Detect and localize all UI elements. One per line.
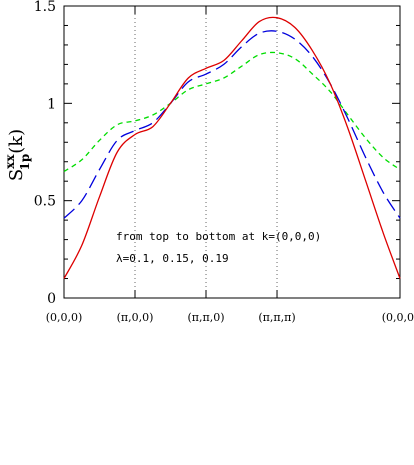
series-line-1 bbox=[63, 30, 401, 219]
series-line-0 bbox=[63, 51, 401, 173]
y-tick-label-2: 1 bbox=[47, 96, 56, 112]
ylabel-arg: (k) bbox=[6, 129, 27, 154]
x-tick-label-0: (0,0,0) bbox=[46, 311, 83, 324]
tick-labels: 0 0.5 1 1.5 (0,0,0) (π,0,0) (π,π,0) (π,π,π) (0,0… bbox=[34, 0, 414, 324]
annotation-line-2: λ=0.1, 0.15, 0.19 bbox=[116, 252, 229, 265]
annotations: from top to bottom at k=(0,0,0) λ=0.1, 0… bbox=[116, 230, 321, 265]
series-group bbox=[63, 16, 401, 279]
y-tick-label-0: 0 bbox=[47, 291, 56, 307]
ylabel-main: S bbox=[6, 169, 27, 181]
y-tick-label-3: 1.5 bbox=[34, 0, 56, 15]
ylabel-subscript: 1p bbox=[18, 154, 32, 171]
series-line-2 bbox=[63, 16, 401, 279]
x-tick-label-4: (0,0,0) bbox=[382, 311, 414, 324]
ylabel-superscript: xx bbox=[3, 154, 17, 169]
axis-ticks bbox=[63, 5, 401, 299]
x-tick-label-1: (π,0,0) bbox=[117, 311, 154, 324]
annotation-line-1: from top to bottom at k=(0,0,0) bbox=[116, 230, 321, 243]
vertical-guides bbox=[134, 6, 278, 298]
plot-frame bbox=[63, 5, 401, 299]
x-tick-label-3: (π,π,π) bbox=[258, 311, 295, 324]
y-tick-label-1: 0.5 bbox=[34, 194, 56, 210]
x-tick-label-2: (π,π,0) bbox=[187, 311, 224, 324]
y-axis-label: Sxx1p(k) bbox=[3, 129, 32, 181]
svg-text:Sxx1p(k): Sxx1p(k) bbox=[3, 129, 32, 181]
